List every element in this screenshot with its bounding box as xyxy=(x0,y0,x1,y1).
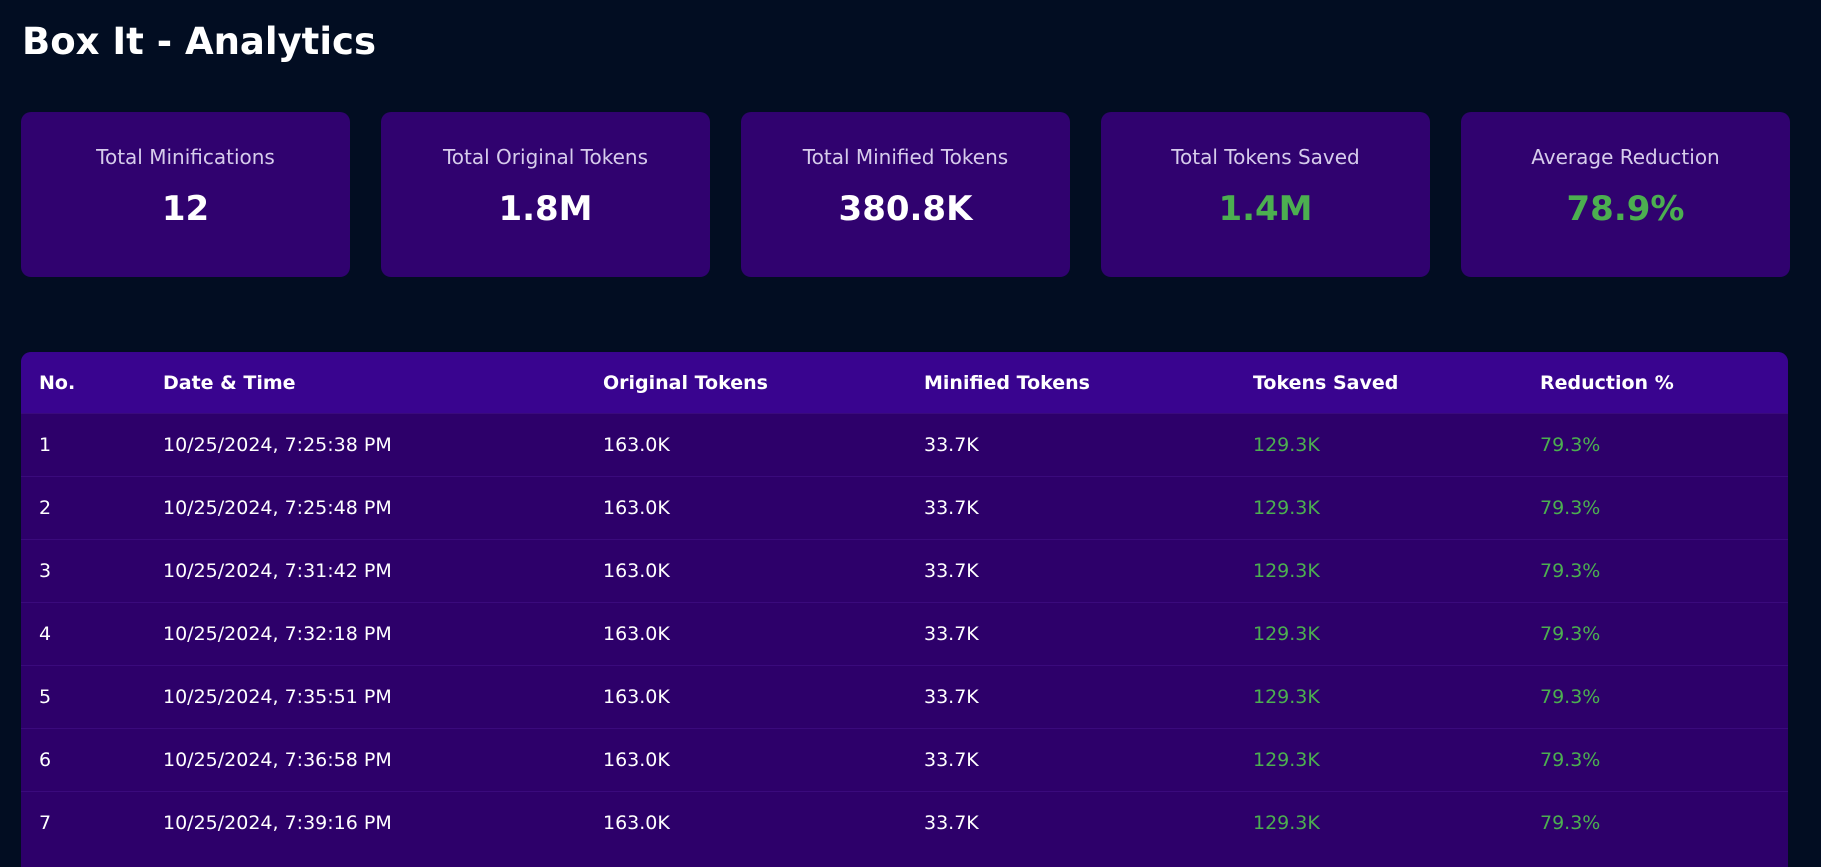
column-header-minified-tokens: Minified Tokens xyxy=(906,352,1235,414)
history-table-container: No. Date & Time Original Tokens Minified… xyxy=(21,352,1788,867)
cell-reduction: 79.3% xyxy=(1522,665,1788,729)
cell-tokens-saved: 129.3K xyxy=(1235,413,1522,477)
column-header-date-time: Date & Time xyxy=(145,352,585,414)
stat-label: Average Reduction xyxy=(1531,145,1720,169)
cell-original-tokens: 163.0K xyxy=(585,728,906,792)
cell-no: 2 xyxy=(21,476,145,540)
cell-date-time: 10/25/2024, 7:36:58 PM xyxy=(145,728,585,792)
cell-no: 6 xyxy=(21,728,145,792)
stat-label: Total Tokens Saved xyxy=(1171,145,1360,169)
cell-original-tokens: 163.0K xyxy=(585,476,906,540)
cell-date-time: 10/25/2024, 7:35:51 PM xyxy=(145,665,585,729)
stat-value: 12 xyxy=(161,189,210,229)
stat-value: 78.9% xyxy=(1566,189,1685,229)
column-header-no: No. xyxy=(21,352,145,414)
cell-original-tokens: 163.0K xyxy=(585,413,906,477)
stat-card-total-minifications: Total Minifications 12 xyxy=(21,112,350,277)
cell-minified-tokens: 33.7K xyxy=(906,602,1235,666)
table-row: 4 10/25/2024, 7:32:18 PM 163.0K 33.7K 12… xyxy=(21,602,1788,666)
table-row: 3 10/25/2024, 7:31:42 PM 163.0K 33.7K 12… xyxy=(21,539,1788,603)
cell-no: 5 xyxy=(21,665,145,729)
cell-tokens-saved: 129.3K xyxy=(1235,791,1522,854)
cell-date-time: 10/25/2024, 7:39:16 PM xyxy=(145,791,585,854)
table-row: 7 10/25/2024, 7:39:16 PM 163.0K 33.7K 12… xyxy=(21,791,1788,854)
stat-card-total-original-tokens: Total Original Tokens 1.8M xyxy=(381,112,710,277)
cell-no: 7 xyxy=(21,791,145,854)
stat-label: Total Minifications xyxy=(96,145,275,169)
table-row: 5 10/25/2024, 7:35:51 PM 163.0K 33.7K 12… xyxy=(21,665,1788,729)
column-header-tokens-saved: Tokens Saved xyxy=(1235,352,1522,414)
stat-value: 380.8K xyxy=(838,189,973,229)
cell-minified-tokens: 33.7K xyxy=(906,791,1235,854)
stat-label: Total Minified Tokens xyxy=(802,145,1009,169)
cell-date-time: 10/25/2024, 7:31:42 PM xyxy=(145,539,585,603)
cell-original-tokens: 163.0K xyxy=(585,539,906,603)
cell-minified-tokens: 33.7K xyxy=(906,476,1235,540)
cell-tokens-saved: 129.3K xyxy=(1235,665,1522,729)
cell-date-time: 10/25/2024, 7:25:48 PM xyxy=(145,476,585,540)
cell-minified-tokens: 33.7K xyxy=(906,413,1235,477)
cell-reduction: 79.3% xyxy=(1522,413,1788,477)
cell-minified-tokens: 33.7K xyxy=(906,728,1235,792)
table-row: 1 10/25/2024, 7:25:38 PM 163.0K 33.7K 12… xyxy=(21,413,1788,477)
cell-date-time: 10/25/2024, 7:25:38 PM xyxy=(145,413,585,477)
stats-cards: Total Minifications 12 Total Original To… xyxy=(21,112,1790,277)
cell-reduction: 79.3% xyxy=(1522,728,1788,792)
cell-original-tokens: 163.0K xyxy=(585,791,906,854)
cell-minified-tokens: 33.7K xyxy=(906,539,1235,603)
cell-original-tokens: 163.0K xyxy=(585,665,906,729)
cell-no: 4 xyxy=(21,602,145,666)
table-header-row: No. Date & Time Original Tokens Minified… xyxy=(21,352,1788,414)
cell-reduction: 79.3% xyxy=(1522,791,1788,854)
cell-no: 1 xyxy=(21,413,145,477)
cell-minified-tokens: 33.7K xyxy=(906,665,1235,729)
stat-value: 1.4M xyxy=(1218,189,1313,229)
cell-tokens-saved: 129.3K xyxy=(1235,728,1522,792)
history-table: No. Date & Time Original Tokens Minified… xyxy=(21,352,1788,854)
stat-card-average-reduction: Average Reduction 78.9% xyxy=(1461,112,1790,277)
table-row: 6 10/25/2024, 7:36:58 PM 163.0K 33.7K 12… xyxy=(21,728,1788,792)
cell-original-tokens: 163.0K xyxy=(585,602,906,666)
stat-card-total-tokens-saved: Total Tokens Saved 1.4M xyxy=(1101,112,1430,277)
table-row: 2 10/25/2024, 7:25:48 PM 163.0K 33.7K 12… xyxy=(21,476,1788,540)
cell-no: 3 xyxy=(21,539,145,603)
cell-tokens-saved: 129.3K xyxy=(1235,539,1522,603)
stat-card-total-minified-tokens: Total Minified Tokens 380.8K xyxy=(741,112,1070,277)
cell-reduction: 79.3% xyxy=(1522,539,1788,603)
cell-date-time: 10/25/2024, 7:32:18 PM xyxy=(145,602,585,666)
column-header-reduction: Reduction % xyxy=(1522,352,1788,414)
cell-reduction: 79.3% xyxy=(1522,602,1788,666)
column-header-original-tokens: Original Tokens xyxy=(585,352,906,414)
stat-value: 1.8M xyxy=(498,189,593,229)
cell-tokens-saved: 129.3K xyxy=(1235,476,1522,540)
cell-reduction: 79.3% xyxy=(1522,476,1788,540)
page-title: Box It - Analytics xyxy=(22,20,377,63)
cell-tokens-saved: 129.3K xyxy=(1235,602,1522,666)
stat-label: Total Original Tokens xyxy=(442,145,648,169)
